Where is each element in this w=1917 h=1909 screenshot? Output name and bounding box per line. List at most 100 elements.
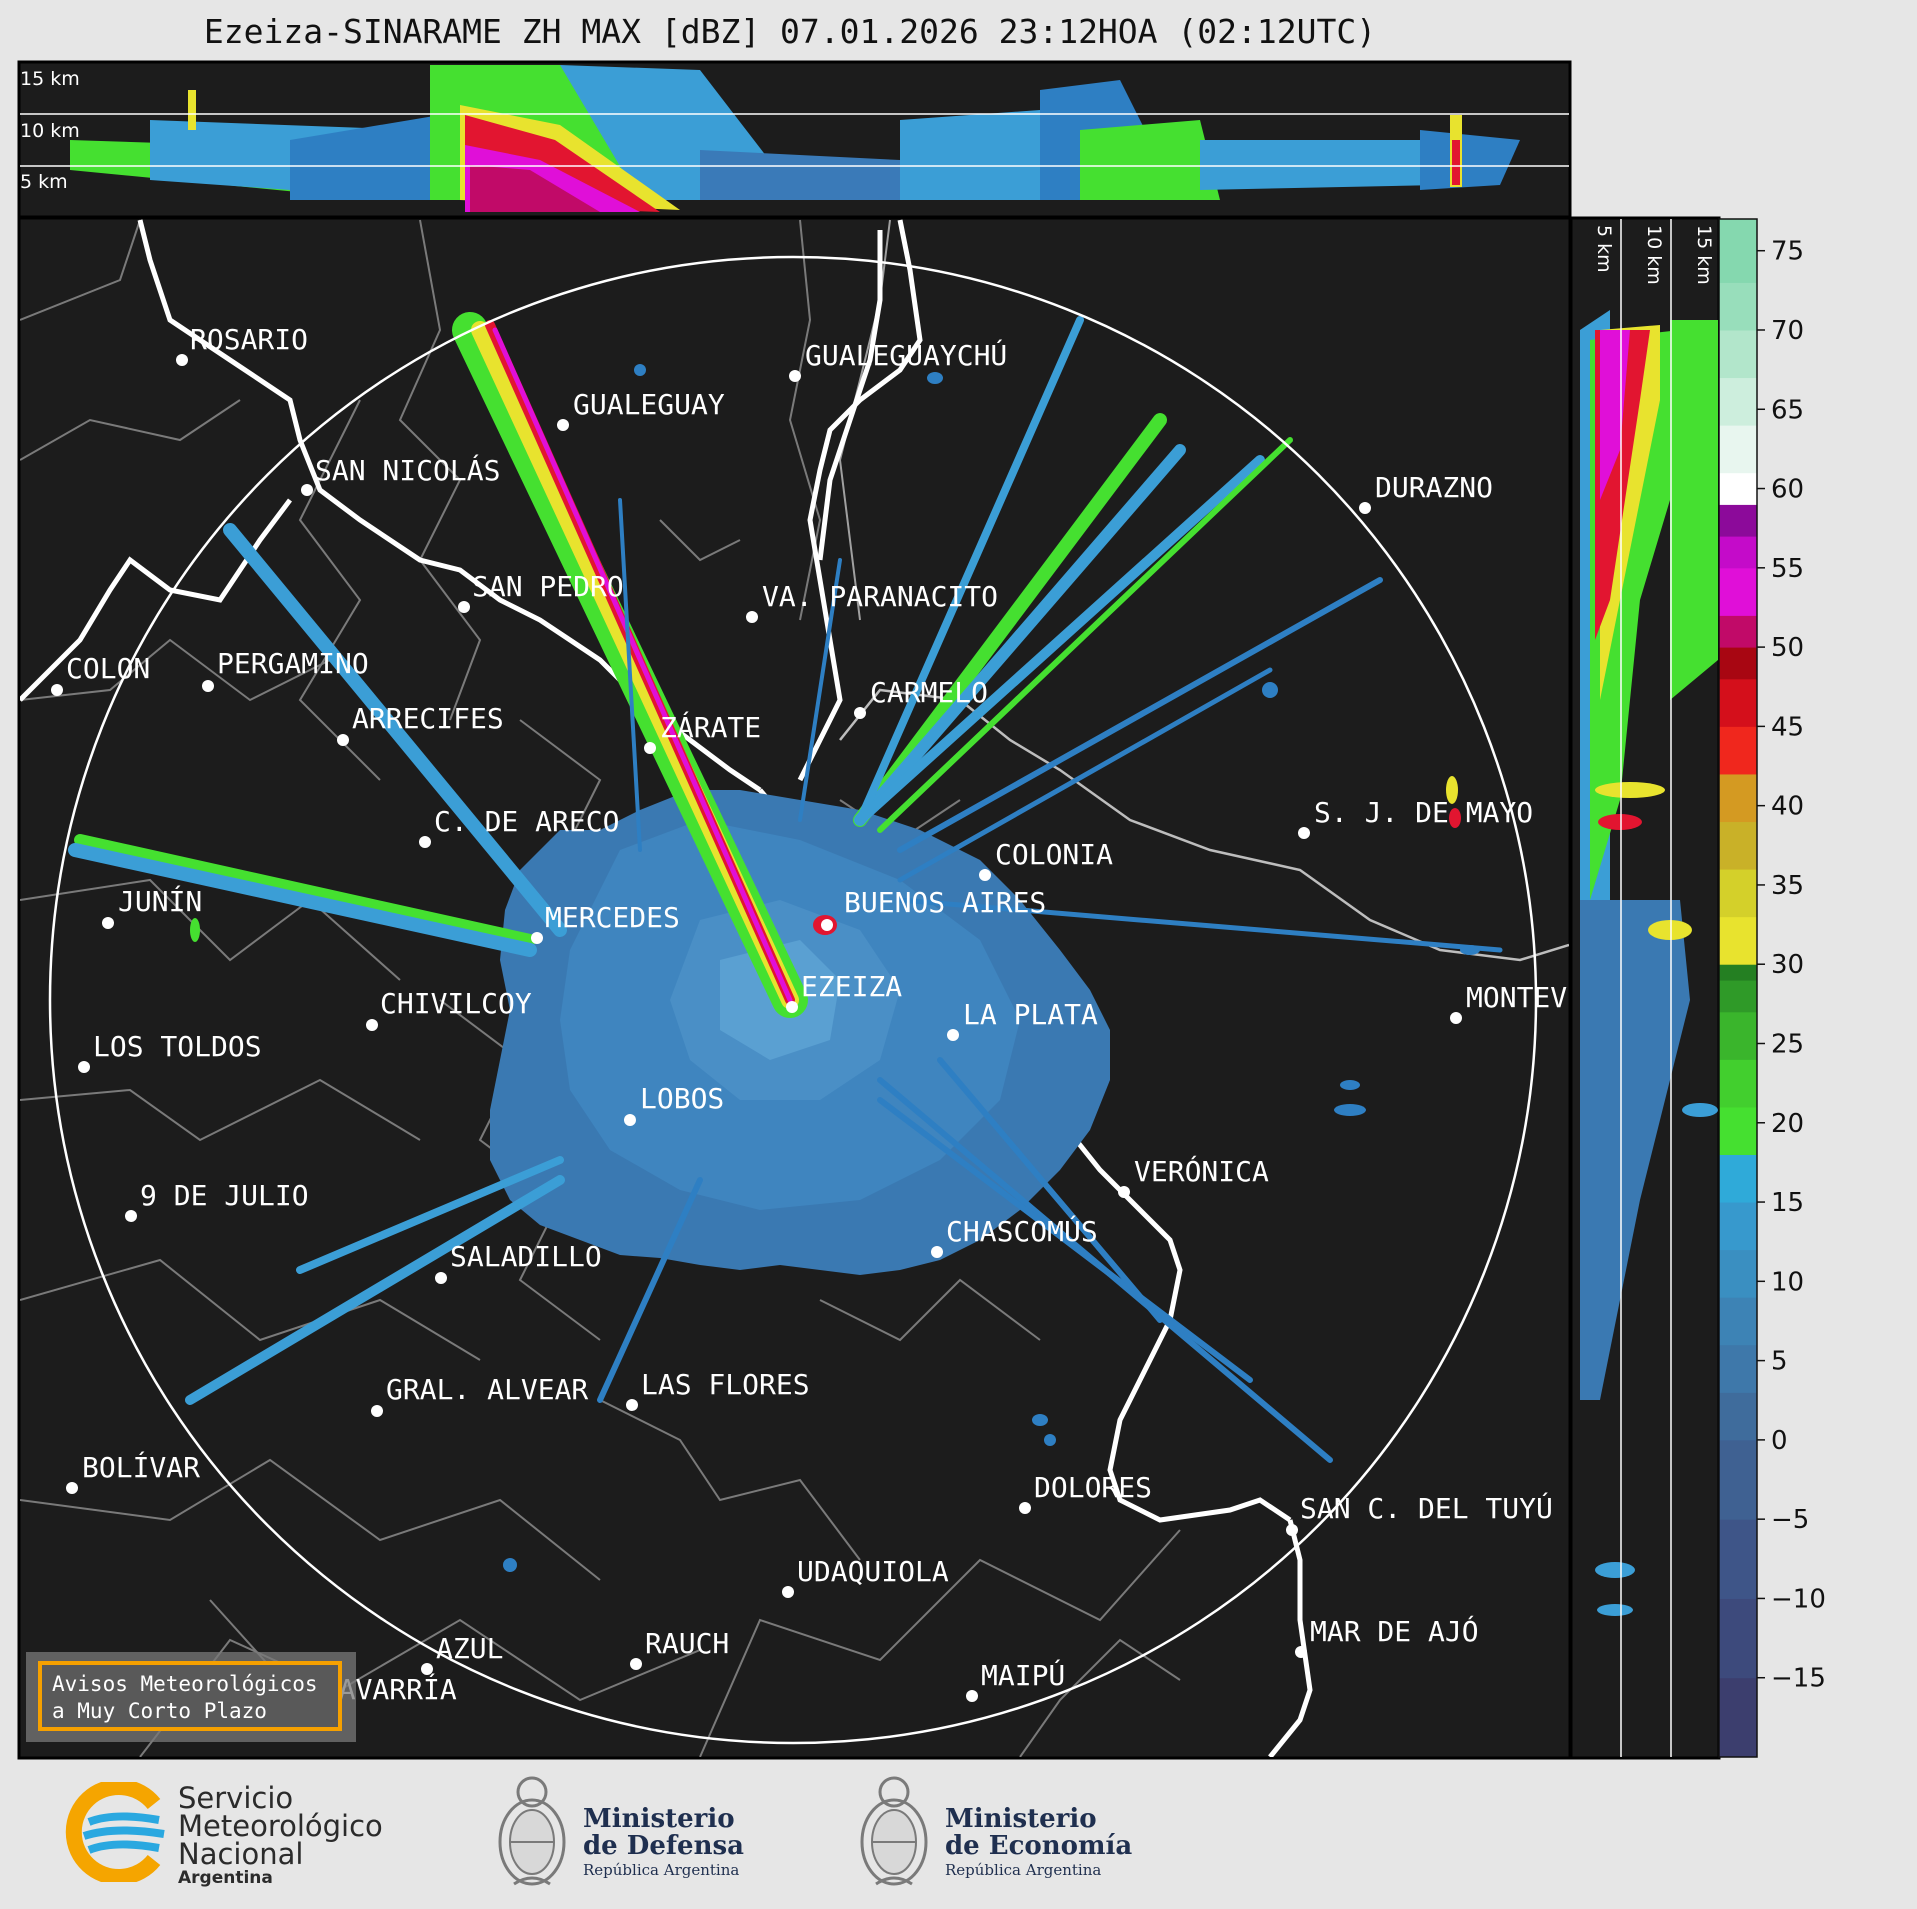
city-marker-la-plata [947, 1029, 959, 1041]
city-label-c-de-areco: C. DE ARECO [434, 805, 619, 838]
city-marker-colonia [979, 869, 991, 881]
top-cross-section-echoes [70, 65, 1520, 212]
city-marker-udaquiola [782, 1586, 794, 1598]
city-label-chivilcoy: CHIVILCOY [380, 987, 532, 1020]
defensa-logo-text: Ministerio de Defensa República Argentin… [583, 1806, 744, 1880]
city-label-chascomus: CHASCOMÚS [946, 1214, 1098, 1248]
city-label-azul: AZUL [436, 1632, 503, 1665]
city-label-saladillo: SALADILLO [450, 1240, 602, 1273]
city-marker-junin [102, 917, 114, 929]
city-marker-veronica [1118, 1186, 1130, 1198]
city-marker-las-flores [626, 1399, 638, 1411]
defensa-line-3: República Argentina [583, 1861, 740, 1879]
colorbar-block [1719, 678, 1757, 727]
economia-coat-of-arms-icon [860, 1776, 928, 1886]
smn-line-1: Servicio [178, 1781, 294, 1815]
top-cross-section-panel: 15 km 10 km 5 km [17, 60, 1572, 219]
colorbar-block [1719, 726, 1757, 775]
city-label-buenos-aires: BUENOS AIRES [844, 886, 1046, 919]
city-label-udaquiola: UDAQUIOLA [797, 1555, 949, 1588]
smn-line-2: Meteorológico [178, 1809, 383, 1843]
colorbar-block [1719, 219, 1757, 283]
colorbar-tick-label: 35 [1771, 871, 1804, 901]
city-marker-zarate [644, 742, 656, 754]
colorbar-blocks [1719, 219, 1757, 1758]
colorbar-block [1719, 647, 1757, 680]
defensa-line-1: Ministerio [583, 1804, 735, 1834]
city-label-montevideo: MONTEVIDEO [1466, 981, 1635, 1014]
city-label-9-de-julio: 9 DE JULIO [140, 1179, 309, 1212]
city-label-los-toldos: LOS TOLDOS [93, 1030, 262, 1063]
notice-line-1: Avisos Meteorológicos [52, 1672, 318, 1696]
city-label-gral-alvear: GRAL. ALVEAR [386, 1373, 588, 1406]
colorbar-block [1719, 1677, 1757, 1758]
city-marker-montevideo [1450, 1012, 1462, 1024]
city-marker-durazno [1359, 502, 1371, 514]
city-label-mercedes: MERCEDES [545, 901, 680, 934]
colorbar-tick-label: 15 [1771, 1188, 1804, 1218]
colorbar-tick-label: 25 [1771, 1029, 1804, 1059]
side-cross-section-echoes [1580, 310, 1718, 1616]
city-label-rauch: RAUCH [645, 1627, 729, 1660]
colorbar-block [1719, 504, 1757, 537]
warnings-link[interactable]: Avisos Meteorológicos a Muy Corto Plazo [38, 1661, 342, 1731]
city-marker-mercedes [531, 932, 543, 944]
city-marker-9-de-julio [125, 1210, 137, 1222]
colorbar-block [1719, 425, 1757, 474]
colorbar-block [1719, 1106, 1757, 1155]
smn-line-4: Argentina [178, 1868, 273, 1888]
side-panel-label-10km: 10 km [1643, 225, 1665, 285]
city-label-las-flores: LAS FLORES [641, 1368, 810, 1401]
city-marker-azul [421, 1663, 433, 1675]
city-markers [51, 354, 1462, 1716]
city-label-veronica: VERÓNICA [1134, 1154, 1269, 1188]
colorbar-block [1719, 1519, 1757, 1599]
colorbar-block [1719, 377, 1757, 426]
economia-line-3: República Argentina [945, 1861, 1102, 1879]
colorbar-block [1719, 1249, 1757, 1298]
city-marker-rosario [176, 354, 188, 366]
range-ring [48, 255, 1538, 1745]
top-panel-label-10km: 10 km [20, 120, 80, 142]
colorbar-block [1719, 916, 1757, 965]
colorbar-block [1719, 1439, 1757, 1520]
city-marker-chivilcoy [366, 1019, 378, 1031]
city-label-dolores: DOLORES [1034, 1471, 1152, 1504]
colorbar-block [1719, 821, 1757, 870]
city-label-colonia: COLONIA [995, 838, 1113, 871]
side-cross-section-panel: 5 km 10 km 15 km [1569, 216, 1721, 1760]
city-label-zarate: ZÁRATE [660, 710, 761, 744]
city-marker-mar-de-ajo [1295, 1646, 1307, 1658]
city-marker-los-toldos [78, 1061, 90, 1073]
city-label-gualeguay: GUALEGUAY [573, 388, 725, 421]
colorbar-block [1719, 1297, 1757, 1346]
colorbar-tick-label: 40 [1771, 792, 1804, 822]
city-label-san-nicolas: SAN NICOLÁS [315, 453, 500, 487]
radar-map-panel: ROSARIO GUALEGUAYCHÚ GUALEGUAY SAN NICOL… [17, 216, 1635, 1760]
city-label-arrecifes: ARRECIFES [352, 702, 504, 735]
side-panel-label-15km: 15 km [1693, 225, 1715, 285]
city-marker-gualeguay [557, 419, 569, 431]
colorbar-block [1719, 536, 1757, 569]
city-label-rosario: ROSARIO [190, 323, 308, 356]
colorbar-tick-label: 50 [1771, 633, 1804, 663]
colorbar-block [1719, 1344, 1757, 1393]
colorbar-tick-label: 65 [1771, 395, 1804, 425]
colorbar-block [1719, 1202, 1757, 1251]
city-label-carmelo: CARMELO [870, 676, 988, 709]
city-marker-sj-de-mayo [1298, 827, 1310, 839]
smn-line-3: Nacional [178, 1837, 304, 1871]
city-marker-gualeguaychu [789, 370, 801, 382]
city-label-colon: COLON [66, 652, 150, 685]
city-marker-lobos [624, 1114, 636, 1126]
colorbar-block [1719, 980, 1757, 1013]
city-marker-arrecifes [337, 734, 349, 746]
colorbar-tick-label: 20 [1771, 1109, 1804, 1139]
colorbar-block [1719, 773, 1757, 823]
smn-logo [65, 1782, 165, 1882]
colorbar-tick-label: 70 [1771, 316, 1804, 346]
city-marker-maipu [966, 1690, 978, 1702]
side-panel-label-5km: 5 km [1593, 225, 1615, 273]
colorbar-tick-label: 0 [1771, 1426, 1788, 1456]
city-label-la-plata: LA PLATA [963, 998, 1098, 1031]
